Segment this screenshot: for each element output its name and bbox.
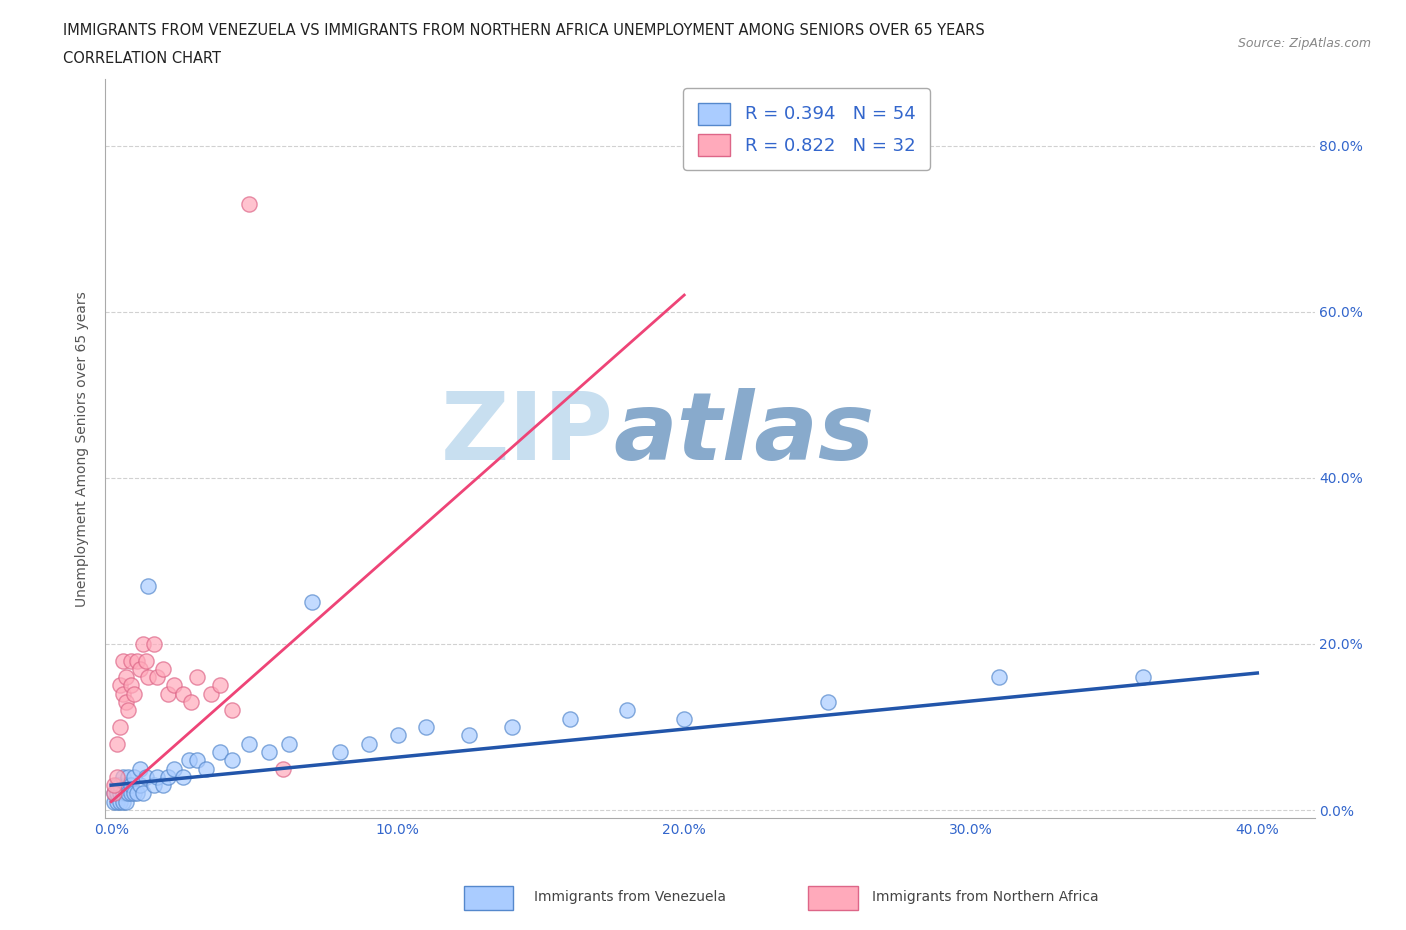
Point bbox=[143, 636, 166, 651]
Point bbox=[172, 686, 194, 701]
Point bbox=[558, 711, 581, 726]
Point bbox=[146, 769, 169, 784]
Point bbox=[114, 777, 136, 792]
Point bbox=[117, 769, 139, 784]
Point bbox=[103, 794, 125, 809]
Point bbox=[200, 686, 222, 701]
Point bbox=[114, 695, 136, 710]
Point bbox=[103, 777, 125, 792]
Point bbox=[415, 720, 437, 735]
Point bbox=[221, 703, 243, 718]
Point bbox=[111, 653, 134, 668]
Text: IMMIGRANTS FROM VENEZUELA VS IMMIGRANTS FROM NORTHERN AFRICA UNEMPLOYMENT AMONG : IMMIGRANTS FROM VENEZUELA VS IMMIGRANTS … bbox=[63, 23, 986, 38]
Point bbox=[172, 769, 194, 784]
Point bbox=[131, 786, 153, 801]
Point bbox=[186, 752, 208, 767]
Point bbox=[138, 670, 160, 684]
Point bbox=[120, 678, 142, 693]
Point bbox=[117, 703, 139, 718]
Point bbox=[501, 720, 523, 735]
Point bbox=[103, 786, 125, 801]
Point bbox=[209, 745, 232, 760]
Point bbox=[128, 777, 150, 792]
Point bbox=[1132, 670, 1154, 684]
Point bbox=[186, 670, 208, 684]
Point bbox=[114, 786, 136, 801]
Point bbox=[108, 794, 131, 809]
Point bbox=[105, 769, 128, 784]
Point bbox=[271, 761, 294, 776]
Point bbox=[163, 678, 186, 693]
Point bbox=[125, 653, 148, 668]
Point bbox=[209, 678, 232, 693]
Point bbox=[114, 670, 136, 684]
Point bbox=[221, 752, 243, 767]
Text: ZIP: ZIP bbox=[440, 388, 613, 480]
Point bbox=[238, 737, 260, 751]
Point bbox=[143, 777, 166, 792]
Point bbox=[122, 686, 145, 701]
Text: Immigrants from Venezuela: Immigrants from Venezuela bbox=[534, 890, 727, 905]
Point bbox=[111, 786, 134, 801]
Point bbox=[138, 578, 160, 593]
Point bbox=[458, 728, 481, 743]
Point bbox=[157, 769, 180, 784]
Point bbox=[108, 720, 131, 735]
Point bbox=[105, 777, 128, 792]
Point bbox=[114, 794, 136, 809]
Point bbox=[387, 728, 409, 743]
Point bbox=[105, 794, 128, 809]
Point bbox=[108, 777, 131, 792]
Point bbox=[117, 777, 139, 792]
Point bbox=[673, 711, 696, 726]
Point bbox=[157, 686, 180, 701]
Point bbox=[125, 786, 148, 801]
Point bbox=[238, 196, 260, 211]
Point bbox=[105, 737, 128, 751]
Point bbox=[117, 786, 139, 801]
Point bbox=[152, 661, 174, 676]
Point bbox=[135, 769, 157, 784]
Point bbox=[108, 678, 131, 693]
Point bbox=[177, 752, 200, 767]
Point bbox=[194, 761, 217, 776]
Text: Immigrants from Northern Africa: Immigrants from Northern Africa bbox=[872, 890, 1098, 905]
Point bbox=[128, 761, 150, 776]
Point bbox=[301, 595, 323, 610]
Point bbox=[616, 703, 638, 718]
Point bbox=[817, 695, 839, 710]
Legend: R = 0.394   N = 54, R = 0.822   N = 32: R = 0.394 N = 54, R = 0.822 N = 32 bbox=[683, 88, 929, 170]
Point bbox=[329, 745, 352, 760]
Point bbox=[105, 786, 128, 801]
Point bbox=[120, 777, 142, 792]
Point bbox=[163, 761, 186, 776]
Point bbox=[180, 695, 202, 710]
Text: Source: ZipAtlas.com: Source: ZipAtlas.com bbox=[1237, 37, 1371, 50]
Point bbox=[111, 794, 134, 809]
Point bbox=[131, 636, 153, 651]
Point bbox=[120, 786, 142, 801]
Point bbox=[128, 661, 150, 676]
Point bbox=[103, 786, 125, 801]
Point bbox=[108, 786, 131, 801]
Point bbox=[988, 670, 1011, 684]
Point bbox=[122, 786, 145, 801]
Point bbox=[111, 686, 134, 701]
Point bbox=[357, 737, 380, 751]
Point bbox=[152, 777, 174, 792]
Point bbox=[257, 745, 280, 760]
Point bbox=[122, 769, 145, 784]
Point bbox=[135, 653, 157, 668]
Point bbox=[120, 653, 142, 668]
Point bbox=[111, 769, 134, 784]
Point bbox=[146, 670, 169, 684]
Text: CORRELATION CHART: CORRELATION CHART bbox=[63, 51, 221, 66]
Point bbox=[277, 737, 299, 751]
Y-axis label: Unemployment Among Seniors over 65 years: Unemployment Among Seniors over 65 years bbox=[76, 291, 90, 606]
Text: atlas: atlas bbox=[613, 388, 875, 480]
